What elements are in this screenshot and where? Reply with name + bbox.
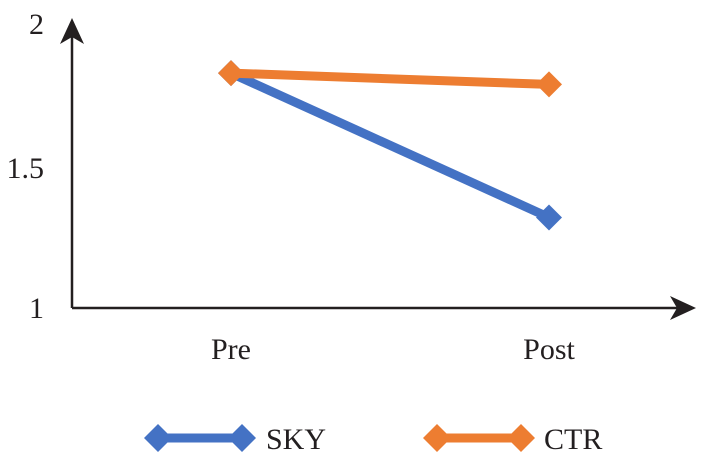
y-tick-label-1-5: 1.5	[7, 152, 45, 185]
legend-diamond-icon-sky-end	[228, 424, 256, 452]
data-point-ctr-pre	[218, 60, 244, 87]
y-tick-label-1: 1	[29, 292, 44, 325]
legend-diamond-icon-ctr-end	[507, 424, 535, 452]
x-axis-arrow-icon	[670, 296, 696, 320]
x-category-label-post: Post	[523, 333, 575, 366]
legend-label-sky: SKY	[266, 423, 326, 456]
legend: SKY CTR	[144, 423, 602, 456]
data-point-ctr-post	[536, 71, 562, 98]
data-point-sky-post	[536, 204, 562, 231]
legend-diamond-icon-sky	[144, 424, 172, 452]
series-line-ctr	[230, 68, 550, 89]
series-layer	[218, 60, 562, 231]
legend-label-ctr: CTR	[544, 423, 602, 456]
legend-diamond-icon-ctr	[423, 424, 451, 452]
y-axis-arrow-icon	[60, 18, 84, 44]
x-category-label-pre: Pre	[211, 333, 251, 366]
series-line-sky	[229, 69, 551, 222]
y-tick-label-2: 2	[29, 8, 44, 41]
